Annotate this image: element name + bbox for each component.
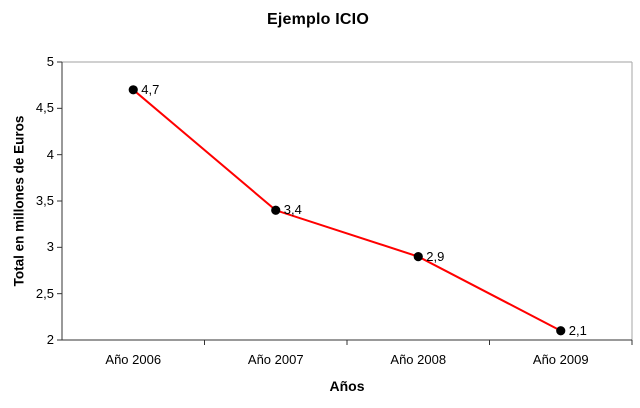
data-point-marker — [556, 326, 566, 336]
y-tick-label: 3 — [46, 239, 54, 255]
y-tick-label: 3,5 — [35, 193, 54, 208]
x-tick-label: Año 2006 — [105, 352, 162, 367]
y-tick-label: 4 — [46, 146, 54, 162]
chart-title: Ejemplo ICIO — [267, 11, 369, 28]
y-tick-label: 5 — [46, 54, 54, 69]
data-point-marker — [413, 252, 423, 262]
data-point-marker — [271, 205, 281, 215]
data-point-label: 4,7 — [141, 81, 160, 97]
line-series — [132, 89, 562, 332]
data-point-marker — [128, 85, 138, 95]
x-tick-label: Año 2007 — [247, 352, 304, 367]
y-tick-label: 4,5 — [35, 100, 54, 116]
data-point-label: 3,4 — [283, 202, 302, 218]
y-tick-label: 2,5 — [35, 285, 54, 301]
data-point-label: 2,9 — [426, 248, 445, 264]
data-point-label: 2,1 — [568, 322, 587, 338]
x-tick-label: Año 2008 — [390, 352, 447, 367]
y-tick-label: 2 — [46, 332, 54, 347]
x-axis-title: Años — [329, 378, 365, 394]
x-tick-label: Año 2009 — [532, 352, 589, 367]
